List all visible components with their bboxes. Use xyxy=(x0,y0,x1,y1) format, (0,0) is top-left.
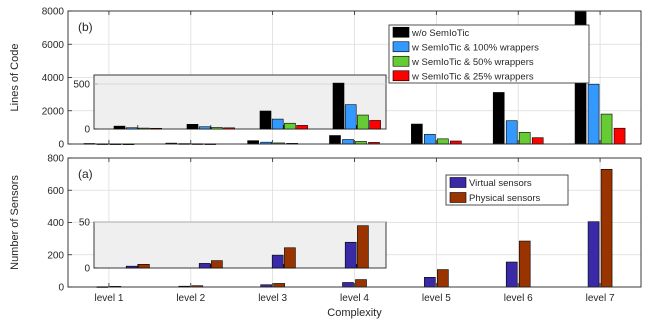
inset-y-tick-label: 0 xyxy=(84,125,90,136)
y-axis-label: Number of Sensors xyxy=(9,175,21,270)
inset-y-tick-label: 500 xyxy=(73,80,90,91)
bar xyxy=(273,283,285,288)
legend-entry: w SemIoTic & 50% wrappers xyxy=(411,57,534,68)
bar xyxy=(613,127,626,145)
legend-swatch xyxy=(392,41,410,53)
legend: w/o SemIoTic w SemIoTic & 100% wrappers w … xyxy=(388,24,590,84)
inset-bar xyxy=(125,265,138,269)
legend-swatch xyxy=(392,55,410,67)
chart-panel-lines-of-code: 0 2000 4000 6000 8000 (b) Lines of Code 0 500 w/o… xyxy=(9,7,642,151)
y-tick-label: 200 xyxy=(47,250,64,261)
inset-bar xyxy=(138,264,150,269)
x-tick-label: level 4 xyxy=(340,293,369,304)
inset-y-tick-label: 0 xyxy=(84,264,90,275)
bar xyxy=(342,139,354,145)
bar xyxy=(505,120,518,145)
inset-bar xyxy=(150,127,162,130)
legend-entry: w/o SemIoTic xyxy=(411,28,469,39)
inset-y-tick-label: 50 xyxy=(79,218,91,229)
inset-zoom: 0 50 xyxy=(79,218,387,275)
legend-entry: w SemIoTic & 25% wrappers xyxy=(411,71,534,82)
inset-bar xyxy=(271,118,284,130)
inset-bar xyxy=(284,122,296,130)
legend-swatch xyxy=(392,70,410,82)
inset-bar xyxy=(113,125,126,130)
bar xyxy=(518,132,531,145)
y-axis-label: Lines of Code xyxy=(9,44,21,112)
y-tick-label: 800 xyxy=(47,154,64,165)
bar xyxy=(411,123,423,145)
x-tick-label: level 2 xyxy=(176,293,205,304)
bar xyxy=(355,279,367,288)
inset-bar xyxy=(138,127,150,130)
panel-label: (a) xyxy=(78,167,93,181)
bar xyxy=(437,269,449,288)
bar xyxy=(600,113,613,145)
y-tick-label: 0 xyxy=(58,140,64,151)
inset-zoom: 0 500 xyxy=(73,74,387,136)
bar xyxy=(600,168,613,288)
y-tick-label: 600 xyxy=(47,186,64,197)
x-axis-label: Complexity xyxy=(327,307,382,319)
bar xyxy=(518,240,531,288)
inset-bar xyxy=(296,125,308,130)
axes-box xyxy=(67,10,642,145)
bar xyxy=(587,83,600,145)
inset-bar xyxy=(357,225,369,269)
inset-bar xyxy=(211,260,223,269)
legend-entry: w SemIoTic & 100% wrappers xyxy=(411,42,539,53)
inset-bar xyxy=(211,127,223,130)
inset-bar xyxy=(332,82,345,130)
inset-bar xyxy=(271,254,284,269)
inset-bar xyxy=(259,110,272,130)
inset-bar xyxy=(284,247,296,269)
legend-swatch xyxy=(449,177,467,188)
legend-swatch xyxy=(392,26,410,38)
inset-bar xyxy=(198,263,211,269)
bar xyxy=(437,138,449,145)
legend-box xyxy=(388,24,590,84)
y-tick-label: 6000 xyxy=(42,40,65,51)
y-tick-label: 0 xyxy=(58,283,64,294)
legend: Virtual sensors Physical sensors xyxy=(445,174,569,206)
bar xyxy=(492,92,505,145)
bar xyxy=(531,137,544,145)
inset-bar xyxy=(344,104,357,130)
inset-bar xyxy=(198,126,211,130)
y-tick-label: 4000 xyxy=(42,73,65,84)
bar xyxy=(247,140,259,145)
legend-box xyxy=(445,174,569,206)
legend-entry: Virtual sensors xyxy=(469,178,532,189)
inset-bar xyxy=(344,241,357,269)
chart-panel-number-of-sensors: 0 200 400 600 800 level 1 level 2 level 3 level … xyxy=(9,154,642,319)
x-tick-label: level 6 xyxy=(504,293,533,304)
inset-bar xyxy=(186,124,199,130)
inset-bar xyxy=(357,114,369,130)
inset-background xyxy=(93,221,387,269)
inset-bar xyxy=(369,120,381,130)
bar xyxy=(587,221,600,288)
y-tick-label: 8000 xyxy=(42,7,65,18)
bar xyxy=(329,135,341,145)
legend-entry: Physical sensors xyxy=(469,193,541,204)
x-tick-label: level 7 xyxy=(586,293,615,304)
x-tick-label: level 1 xyxy=(94,293,123,304)
y-tick-label: 400 xyxy=(47,218,64,229)
panel-label: (b) xyxy=(78,20,93,34)
inset-bar xyxy=(223,127,235,130)
bar xyxy=(505,261,518,288)
x-tick-label: level 3 xyxy=(258,293,287,304)
legend-swatch xyxy=(449,192,467,203)
x-tick-label: level 5 xyxy=(422,293,451,304)
bar xyxy=(424,277,436,288)
bar xyxy=(424,134,436,145)
y-tick-label: 2000 xyxy=(42,106,65,117)
axes-box xyxy=(67,157,642,288)
inset-bar xyxy=(125,127,138,130)
bar xyxy=(342,282,354,288)
